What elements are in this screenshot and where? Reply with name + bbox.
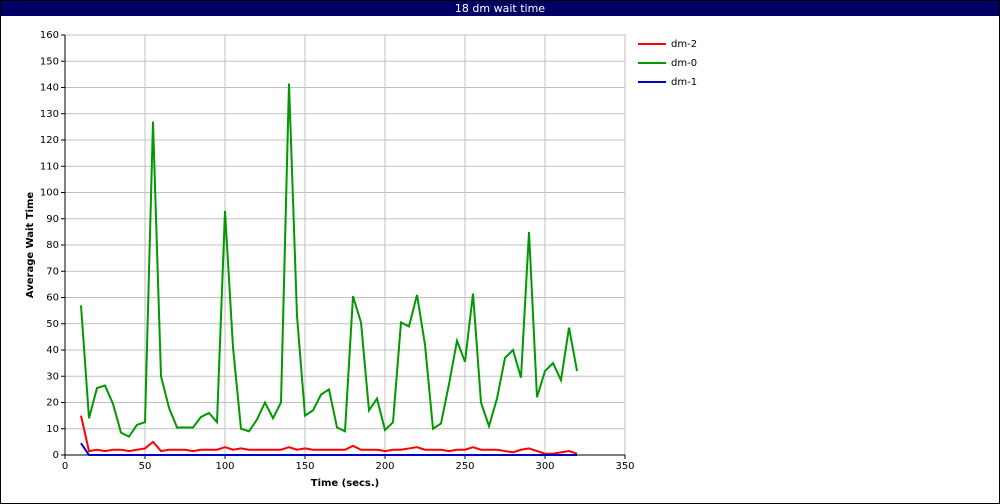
x-tick-label: 100 [215,461,234,472]
series-line [80,415,578,455]
x-tick-label: 200 [375,461,394,472]
series-line [80,442,577,456]
y-tick-label: 40 [46,345,59,356]
y-tick-label: 130 [40,109,59,120]
y-tick-label: 60 [46,293,59,304]
x-tick-label: 0 [62,461,68,472]
title-bar [1,1,999,16]
y-tick-label: 90 [46,214,59,225]
legend-label: dm-0 [671,58,697,69]
y-tick-label: 0 [53,450,59,461]
x-tick-label: 150 [295,461,314,472]
x-tick-label: 300 [535,461,554,472]
legend-label: dm-2 [671,39,697,50]
y-tick-label: 20 [46,398,59,409]
y-tick-label: 160 [40,30,59,41]
y-tick-label: 150 [40,56,59,67]
y-tick-label: 140 [40,83,59,94]
y-axis-label: Average Wait Time [25,192,36,299]
x-tick-label: 250 [455,461,474,472]
y-tick-label: 10 [46,424,59,435]
y-tick-label: 30 [46,371,59,382]
y-tick-label: 50 [46,319,59,330]
y-tick-label: 80 [46,240,59,251]
legend-label: dm-1 [671,77,697,88]
x-tick-label: 50 [139,461,152,472]
x-axis-label: Time (secs.) [311,478,380,489]
y-tick-label: 100 [40,188,59,199]
series-line [80,83,578,438]
x-tick-label: 350 [615,461,634,472]
y-tick-label: 70 [46,266,59,277]
chart-title: 18 dm wait time [455,2,545,15]
y-tick-label: 120 [40,135,59,146]
y-tick-label: 110 [40,161,59,172]
